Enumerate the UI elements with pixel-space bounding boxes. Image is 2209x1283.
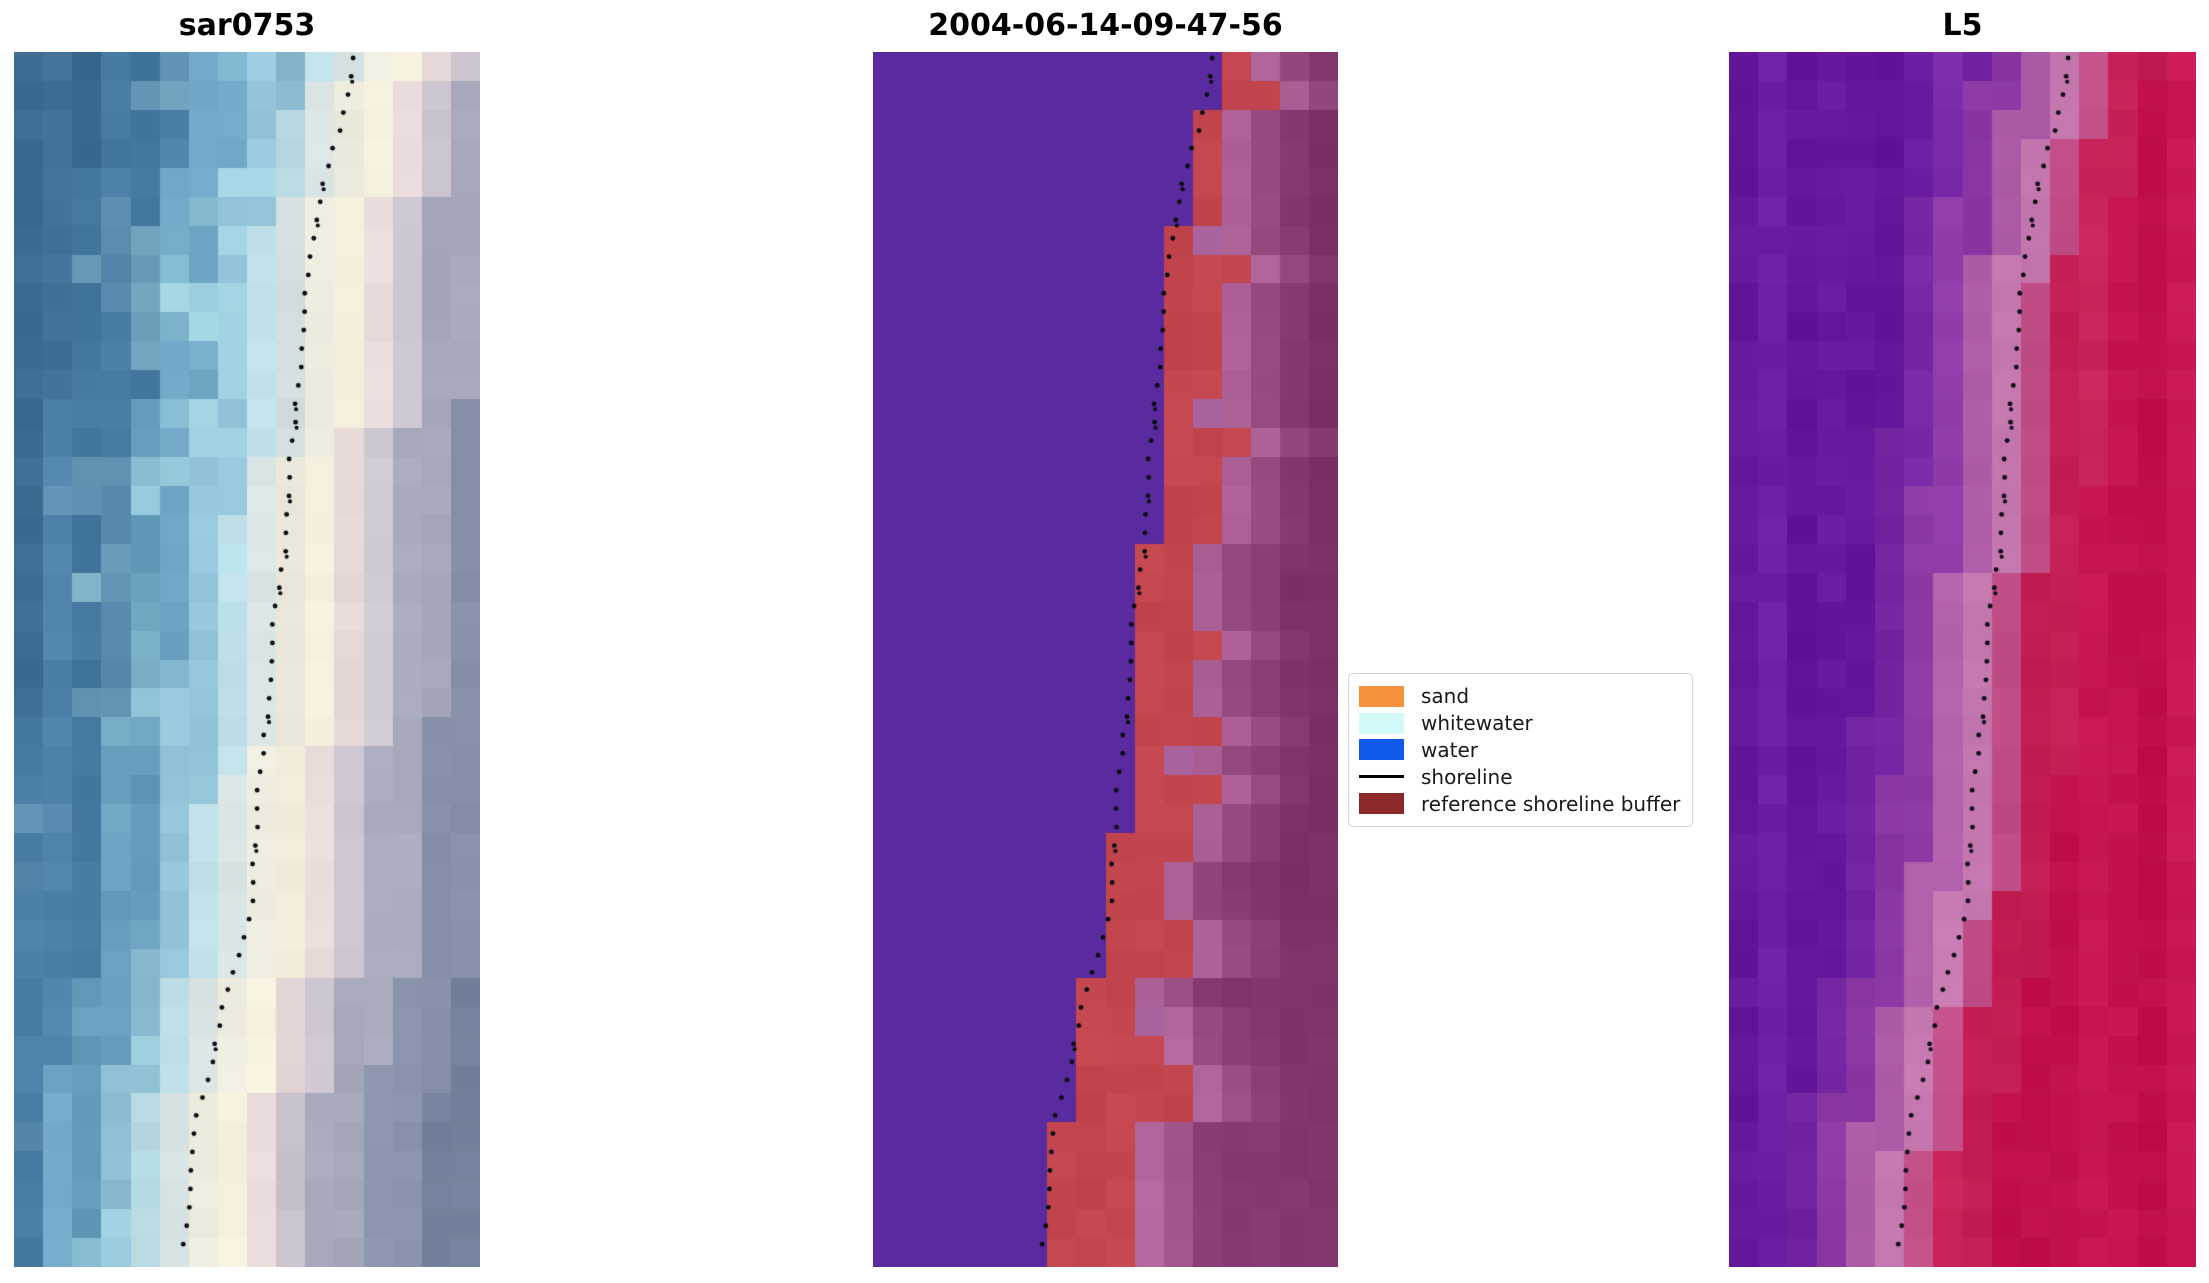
legend-box: sand whitewater water shoreline reference sh… [1348,673,1693,827]
legend-item-whitewater: whitewater [1359,710,1682,737]
legend-label: shoreline [1421,764,1513,789]
panel-sar0753: sar0753 [14,0,480,1267]
panel-l5: L5 [1729,0,2196,1267]
legend-label: sand [1421,684,1470,709]
legend-patch-swatch-whitewater [1359,712,1404,734]
legend-line-swatch-shoreline [1359,775,1404,779]
classification-image [873,52,1338,1267]
legend-patch-swatch-sand [1359,685,1404,707]
panel-title-l5: L5 [1942,8,1983,43]
legend-item-shoreline: shoreline [1359,763,1682,790]
legend-item-reference-shoreline-buffer: reference shoreline buffer [1359,790,1682,817]
legend-item-sand: sand [1359,683,1682,710]
panel-classified-2004-06-14: 2004-06-14-09-47-56 [873,0,1338,1267]
panel-title-classified: 2004-06-14-09-47-56 [928,8,1283,43]
legend-label: reference shoreline buffer [1421,791,1681,816]
panel-title-sar0753: sar0753 [178,8,316,43]
l5-image [1729,52,2196,1267]
legend-label: whitewater [1421,711,1533,736]
legend-patch-swatch-water [1359,739,1404,761]
sar-image [14,52,480,1267]
legend-patch-swatch-reference-shoreline-buffer [1359,793,1404,815]
legend-item-water: water [1359,737,1682,764]
legend-label: water [1421,737,1478,762]
